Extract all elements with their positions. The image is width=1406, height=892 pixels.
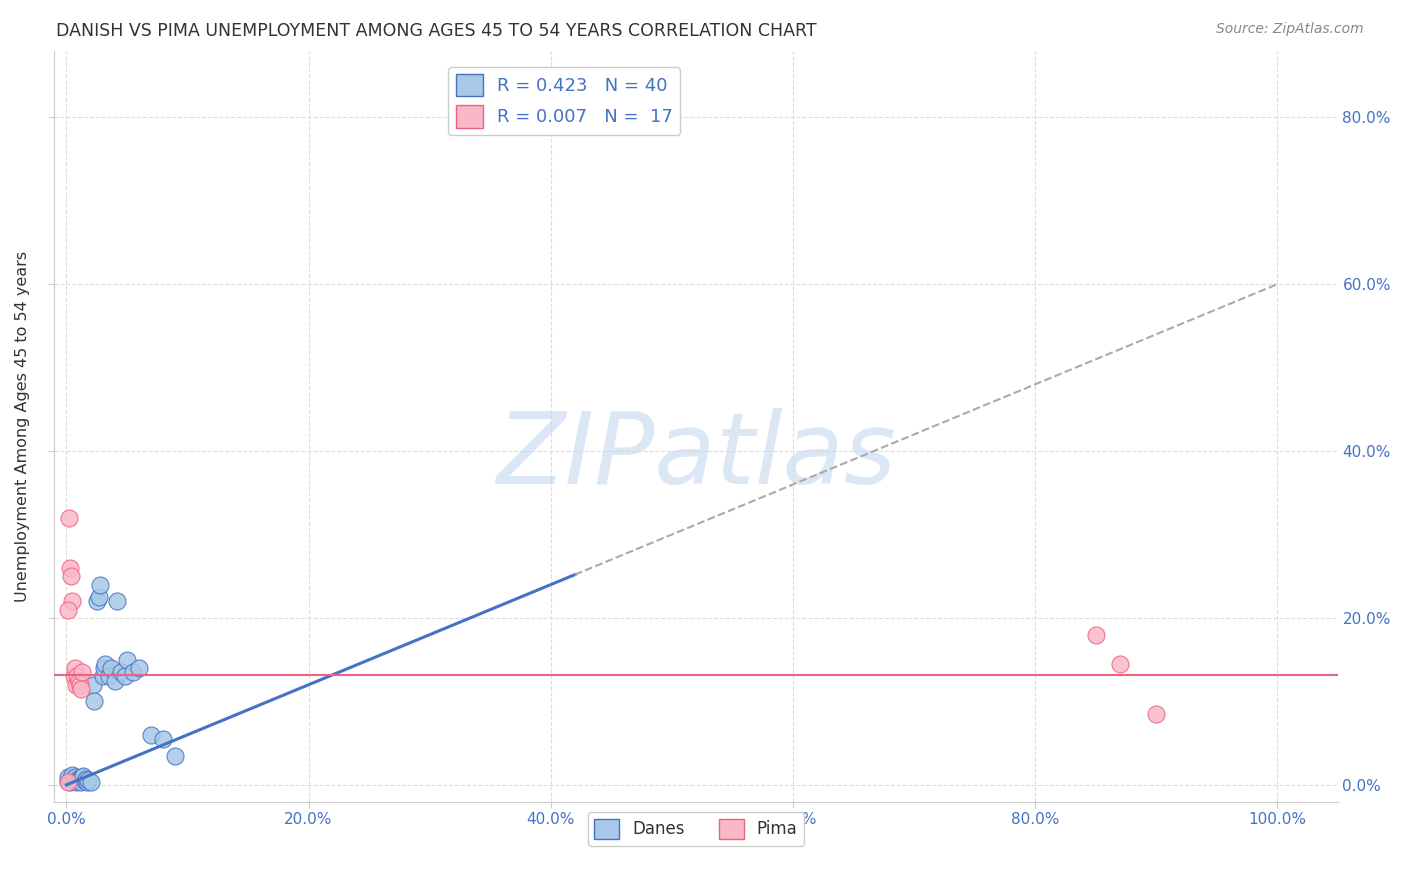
Point <box>62 669 84 683</box>
Point <box>60 771 83 785</box>
Point <box>70 681 93 696</box>
Point <box>1108 657 1130 671</box>
Point <box>62 594 84 608</box>
Point <box>70 771 93 785</box>
Text: DANISH VS PIMA UNEMPLOYMENT AMONG AGES 45 TO 54 YEARS CORRELATION CHART: DANISH VS PIMA UNEMPLOYMENT AMONG AGES 4… <box>56 22 817 40</box>
Point <box>63 661 86 675</box>
Point <box>87 590 110 604</box>
Point <box>79 775 101 789</box>
Point <box>110 665 132 680</box>
Point <box>1084 628 1107 642</box>
Point <box>58 773 80 788</box>
Point <box>152 731 174 746</box>
Point <box>105 594 128 608</box>
Point <box>77 772 100 787</box>
Text: ZIPatlas: ZIPatlas <box>496 408 896 505</box>
Point <box>93 661 115 675</box>
Point <box>91 669 114 683</box>
Point <box>58 770 80 784</box>
Point <box>62 768 84 782</box>
Point <box>82 678 104 692</box>
Point <box>60 569 83 583</box>
Point <box>75 772 97 786</box>
Point <box>115 653 138 667</box>
Point <box>86 594 108 608</box>
Point <box>66 669 89 683</box>
Point <box>65 774 87 789</box>
Point <box>66 772 89 787</box>
Point <box>97 669 120 683</box>
Point <box>70 665 93 680</box>
Point <box>69 678 91 692</box>
Point <box>56 775 79 789</box>
Point <box>59 561 82 575</box>
Text: Source: ZipAtlas.com: Source: ZipAtlas.com <box>1216 22 1364 37</box>
Point <box>114 669 136 683</box>
Point <box>59 775 82 789</box>
Point <box>58 602 80 616</box>
Point <box>122 665 145 680</box>
Point <box>94 657 117 671</box>
Point <box>62 772 84 786</box>
Point <box>63 771 86 785</box>
Point <box>70 775 93 789</box>
Y-axis label: Unemployment Among Ages 45 to 54 years: Unemployment Among Ages 45 to 54 years <box>15 251 30 602</box>
Point <box>72 769 94 783</box>
Point <box>58 511 80 525</box>
Point <box>76 774 98 789</box>
Point <box>65 678 87 692</box>
Point <box>73 773 96 788</box>
Point <box>56 773 79 788</box>
Point <box>100 661 122 675</box>
Point <box>83 694 105 708</box>
Point <box>89 577 111 591</box>
Point <box>69 771 91 785</box>
Point <box>104 673 127 688</box>
Point <box>1144 706 1167 721</box>
Point <box>67 673 90 688</box>
Point <box>141 728 163 742</box>
Point <box>67 773 90 788</box>
Point <box>165 748 187 763</box>
Point <box>128 661 150 675</box>
Legend: Danes, Pima: Danes, Pima <box>588 812 804 846</box>
